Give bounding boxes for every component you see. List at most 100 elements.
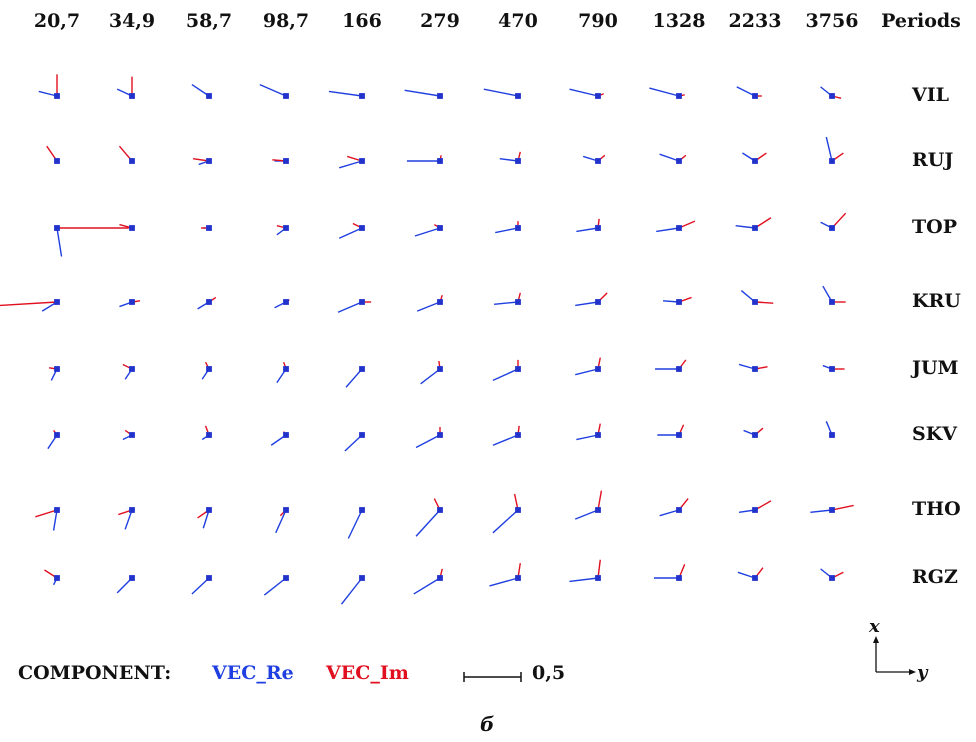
real-vector bbox=[416, 301, 441, 312]
real-vector bbox=[735, 225, 756, 229]
station-marker bbox=[54, 507, 60, 513]
real-vector bbox=[124, 509, 133, 530]
station-label-jum: JUM bbox=[912, 357, 959, 379]
real-vector bbox=[275, 509, 287, 534]
period-label: 58,7 bbox=[185, 10, 233, 32]
station-marker bbox=[752, 158, 758, 164]
station-marker bbox=[359, 432, 365, 438]
scale-value: 0,5 bbox=[532, 662, 566, 684]
station-marker bbox=[829, 299, 835, 305]
station-marker bbox=[515, 575, 521, 581]
scale-bar bbox=[463, 672, 522, 682]
station-marker bbox=[129, 432, 135, 438]
real-vector bbox=[263, 577, 287, 596]
station-marker bbox=[359, 299, 365, 305]
legend-imag-label: VEC_Im bbox=[326, 662, 409, 684]
station-marker bbox=[676, 366, 682, 372]
periods-title: Periods bbox=[881, 10, 961, 32]
station-marker bbox=[752, 299, 758, 305]
station-label-tho: THO bbox=[912, 498, 961, 520]
real-vector bbox=[576, 434, 599, 441]
station-marker bbox=[283, 575, 289, 581]
imag-vector bbox=[597, 559, 601, 579]
real-vector bbox=[483, 88, 519, 97]
station-marker bbox=[359, 366, 365, 372]
real-vector bbox=[415, 509, 441, 537]
station-marker bbox=[595, 93, 601, 99]
station-marker bbox=[437, 432, 443, 438]
station-marker bbox=[54, 366, 60, 372]
real-vector bbox=[413, 577, 441, 595]
station-marker bbox=[829, 432, 835, 438]
real-vector bbox=[338, 227, 363, 239]
station-marker bbox=[129, 507, 135, 513]
station-label-ruj: RUJ bbox=[912, 149, 954, 171]
legend-component-label: COMPONENT: bbox=[18, 662, 172, 684]
imag-vector bbox=[831, 504, 854, 511]
station-marker bbox=[129, 575, 135, 581]
real-vector bbox=[825, 136, 833, 162]
station-marker bbox=[829, 366, 835, 372]
station-marker bbox=[54, 575, 60, 581]
real-vector bbox=[649, 87, 680, 97]
real-vector bbox=[569, 88, 599, 97]
period-label: 790 bbox=[578, 10, 618, 32]
station-marker bbox=[595, 158, 601, 164]
real-vector bbox=[492, 368, 519, 382]
real-vector bbox=[575, 368, 599, 376]
station-marker bbox=[283, 299, 289, 305]
period-label: 98,7 bbox=[262, 10, 310, 32]
station-marker bbox=[283, 93, 289, 99]
station-marker bbox=[206, 93, 212, 99]
station-marker bbox=[54, 93, 60, 99]
real-vector bbox=[328, 90, 363, 97]
station-marker bbox=[206, 432, 212, 438]
station-marker bbox=[359, 575, 365, 581]
station-marker bbox=[595, 225, 601, 231]
station-marker bbox=[752, 225, 758, 231]
real-vector bbox=[38, 90, 58, 97]
station-marker bbox=[676, 299, 682, 305]
station-marker bbox=[829, 93, 835, 99]
station-label-vil: VIL bbox=[912, 84, 949, 106]
station-marker bbox=[129, 299, 135, 305]
station-marker bbox=[752, 432, 758, 438]
station-marker bbox=[206, 299, 212, 305]
axis-orientation-indicator bbox=[873, 636, 916, 675]
station-marker bbox=[206, 507, 212, 513]
station-marker bbox=[595, 432, 601, 438]
real-vector bbox=[337, 301, 363, 313]
figure-caption: б bbox=[480, 712, 495, 736]
real-vector bbox=[338, 160, 363, 169]
real-vector bbox=[492, 509, 519, 534]
station-marker bbox=[437, 93, 443, 99]
real-vector bbox=[347, 509, 363, 539]
station-marker bbox=[752, 507, 758, 513]
real-vector bbox=[56, 227, 63, 257]
station-marker bbox=[676, 225, 682, 231]
real-vector bbox=[810, 509, 833, 513]
period-label: 1328 bbox=[652, 10, 706, 32]
station-marker bbox=[206, 575, 212, 581]
station-marker bbox=[54, 299, 60, 305]
period-label: 34,9 bbox=[108, 10, 156, 32]
station-marker bbox=[283, 507, 289, 513]
station-label-skv: SKV bbox=[912, 423, 957, 445]
period-label: 470 bbox=[498, 10, 538, 32]
imag-vector bbox=[754, 301, 774, 304]
station-marker bbox=[829, 575, 835, 581]
station-marker bbox=[752, 575, 758, 581]
station-marker bbox=[515, 225, 521, 231]
station-marker bbox=[515, 507, 521, 513]
station-marker bbox=[829, 158, 835, 164]
real-vector bbox=[415, 434, 441, 449]
station-marker bbox=[676, 575, 682, 581]
axis-y-label: y bbox=[917, 662, 928, 683]
station-marker bbox=[595, 299, 601, 305]
period-label: 3756 bbox=[805, 10, 859, 32]
real-vector bbox=[493, 301, 519, 305]
station-marker bbox=[515, 93, 521, 99]
period-label: 279 bbox=[420, 10, 460, 32]
station-marker bbox=[54, 432, 60, 438]
